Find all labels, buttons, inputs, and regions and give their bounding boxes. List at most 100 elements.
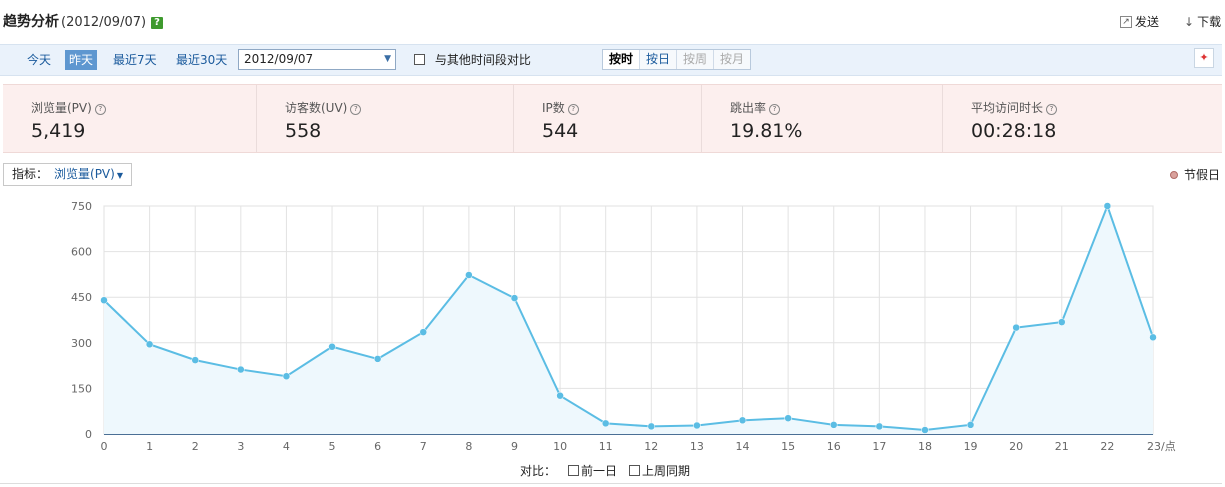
- tab-by-hour[interactable]: 按时: [603, 50, 641, 69]
- series-line: [103, 203, 1154, 432]
- metric-value: 浏览量(PV): [54, 167, 115, 181]
- compare-period-toggle[interactable]: 与其他时间段对比: [414, 50, 531, 70]
- stat-ip-value: 544: [542, 120, 579, 142]
- data-point: [738, 416, 747, 425]
- x-tick-label: 11: [599, 440, 613, 453]
- help-icon[interactable]: ?: [151, 17, 164, 29]
- metric-select[interactable]: 指标： 浏览量(PV) ▼: [3, 163, 132, 186]
- stat-ip-label: IP数: [542, 101, 565, 115]
- help-icon[interactable]: ?: [567, 104, 579, 115]
- data-point: [921, 426, 929, 434]
- range-7days-button[interactable]: 最近7天: [113, 53, 157, 67]
- data-point: [784, 414, 792, 422]
- x-tick-label: 14: [736, 440, 750, 453]
- page-title-text: 趋势分析: [3, 14, 59, 30]
- stat-pv: 浏览量(PV)? 5,419: [3, 85, 257, 152]
- help-icon[interactable]: ?: [1046, 104, 1058, 115]
- data-point: [145, 340, 154, 349]
- range-today-button[interactable]: 今天: [27, 53, 52, 67]
- compare-legend: 对比： 前一日 上周同期: [520, 462, 690, 479]
- data-point: [556, 391, 564, 400]
- page-title-date: (2012/09/07): [61, 15, 147, 30]
- y-tick-label: 600: [71, 246, 92, 259]
- x-tick-label: 4: [283, 440, 290, 453]
- holiday-dot-icon: [1169, 170, 1178, 179]
- x-tick-label: 10: [553, 440, 567, 453]
- page-title: 趋势分析 (2012/09/07)?: [3, 11, 164, 31]
- send-icon: ↗: [1120, 15, 1132, 28]
- download-icon: ↓: [1184, 14, 1195, 29]
- x-tick-label: 2: [192, 440, 199, 453]
- data-point: [328, 343, 336, 351]
- help-icon[interactable]: ?: [769, 104, 781, 115]
- pin-icon[interactable]: ✦: [1194, 48, 1214, 68]
- last-week-label: 上周同期: [642, 464, 691, 478]
- x-tick-label: 7: [420, 440, 427, 453]
- granularity-tabs: 按时 按日 按周 按月: [602, 49, 752, 70]
- previous-day-checkbox[interactable]: [568, 465, 580, 476]
- filter-toolbar: 今天 昨天 最近7天 最近30天 2012/09/07 ▼ 与其他时间段对比 按…: [0, 44, 1222, 76]
- x-tick-label: 8: [465, 440, 472, 453]
- x-tick-label: 20: [1009, 440, 1023, 453]
- holiday-legend: 节假日: [1169, 166, 1220, 183]
- chevron-down-icon: ▼: [116, 171, 123, 180]
- data-point: [373, 355, 382, 363]
- stat-ip: IP数? 544: [514, 85, 702, 152]
- data-point: [829, 421, 838, 429]
- compare-label: 与其他时间段对比: [434, 53, 531, 67]
- compare-previous-day[interactable]: 前一日: [568, 462, 617, 479]
- data-point: [693, 421, 701, 430]
- data-point: [1149, 333, 1157, 342]
- x-tick-label: 12: [644, 440, 658, 453]
- data-point: [237, 365, 245, 374]
- range-yesterday-button[interactable]: 昨天: [65, 50, 98, 70]
- x-tick-label: 1: [146, 440, 153, 453]
- chevron-down-icon: ▼: [384, 54, 391, 64]
- data-point: [875, 422, 884, 431]
- stat-uv-label: 访客数(UV): [285, 101, 348, 115]
- tab-by-day[interactable]: 按日: [640, 50, 678, 69]
- holiday-label: 节假日: [1183, 168, 1220, 182]
- stat-pv-value: 5,419: [31, 120, 86, 142]
- divider: [0, 483, 1222, 484]
- stat-duration-label: 平均访问时长: [971, 101, 1044, 115]
- data-point: [966, 421, 975, 429]
- x-tick-label: 13: [690, 440, 704, 453]
- send-button[interactable]: ↗ 发送: [1120, 13, 1159, 30]
- data-point: [465, 271, 473, 279]
- y-tick-label: 450: [71, 291, 92, 304]
- data-point: [1103, 202, 1112, 210]
- y-tick-label: 750: [71, 200, 92, 213]
- x-tick-label: 15: [781, 440, 795, 453]
- stat-uv-value: 558: [285, 120, 322, 142]
- compare-checkbox[interactable]: [414, 54, 425, 65]
- last-week-checkbox[interactable]: [629, 465, 641, 476]
- x-tick-label: 3: [237, 440, 244, 453]
- date-select[interactable]: 2012/09/07 ▼: [238, 49, 396, 70]
- help-icon[interactable]: ?: [350, 104, 362, 115]
- previous-day-label: 前一日: [581, 464, 618, 478]
- series-area: [104, 206, 1153, 434]
- download-button[interactable]: ↓ 下载: [1184, 13, 1221, 30]
- x-tick-label: 16: [827, 440, 841, 453]
- data-point: [1058, 318, 1066, 326]
- x-tick-label: 18: [918, 440, 932, 453]
- send-label: 发送: [1135, 15, 1160, 29]
- x-tick-label: 6: [374, 440, 381, 453]
- data-point: [282, 372, 291, 380]
- help-icon[interactable]: ?: [94, 104, 106, 115]
- x-tick-label: 22: [1100, 440, 1114, 453]
- stat-pv-label: 浏览量(PV): [31, 101, 92, 115]
- metric-label: 指标：: [12, 167, 49, 181]
- x-tick-label: 0: [101, 440, 108, 453]
- data-point: [647, 422, 656, 431]
- y-tick-label: 0: [85, 428, 92, 441]
- range-30days-button[interactable]: 最近30天: [176, 53, 228, 67]
- stat-duration-value: 00:28:18: [971, 120, 1057, 142]
- y-tick-label: 300: [71, 337, 92, 350]
- compare-legend-label: 对比：: [520, 464, 557, 478]
- compare-last-week[interactable]: 上周同期: [629, 462, 690, 479]
- x-tick-label: 21: [1055, 440, 1069, 453]
- data-point: [191, 356, 199, 364]
